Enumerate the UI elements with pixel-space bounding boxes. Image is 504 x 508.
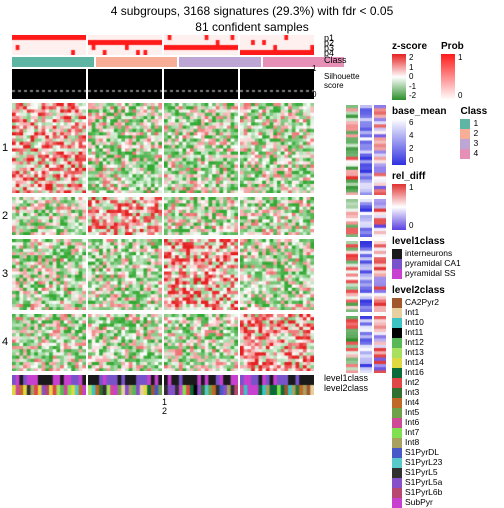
heatmap-side-tracks: [346, 35, 386, 508]
heatmap-main: p1p2p3p4ClassSilhouettescore101234level1…: [12, 35, 344, 508]
plot-title: 4 subgroups, 3168 signatures (29.3%) wit…: [0, 0, 504, 35]
legend-panel: z-score210-1-2Prob10base_mean6420Class12…: [392, 35, 502, 508]
